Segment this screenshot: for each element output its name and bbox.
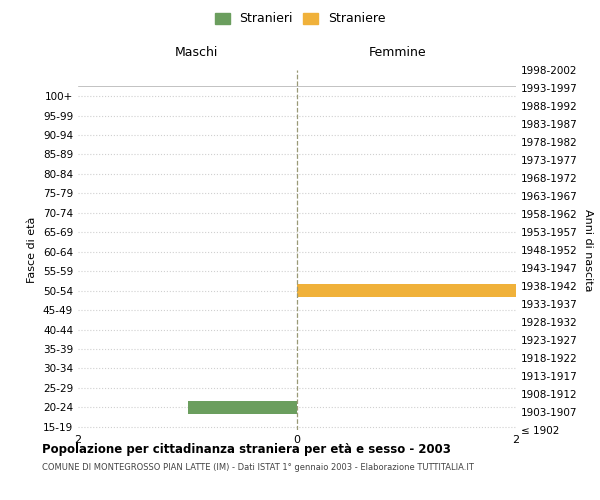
Text: Popolazione per cittadinanza straniera per età e sesso - 2003: Popolazione per cittadinanza straniera p…	[42, 442, 451, 456]
Text: Maschi: Maschi	[175, 46, 218, 59]
Bar	[188, 401, 297, 413]
Text: Femmine: Femmine	[369, 46, 427, 59]
Text: COMUNE DI MONTEGROSSO PIAN LATTE (IM) - Dati ISTAT 1° gennaio 2003 - Elaborazion: COMUNE DI MONTEGROSSO PIAN LATTE (IM) - …	[42, 462, 474, 471]
Legend: Stranieri, Straniere: Stranieri, Straniere	[211, 8, 389, 29]
Y-axis label: Fasce di età: Fasce di età	[28, 217, 37, 283]
Y-axis label: Anni di nascita: Anni di nascita	[583, 209, 593, 291]
Bar	[297, 284, 516, 297]
